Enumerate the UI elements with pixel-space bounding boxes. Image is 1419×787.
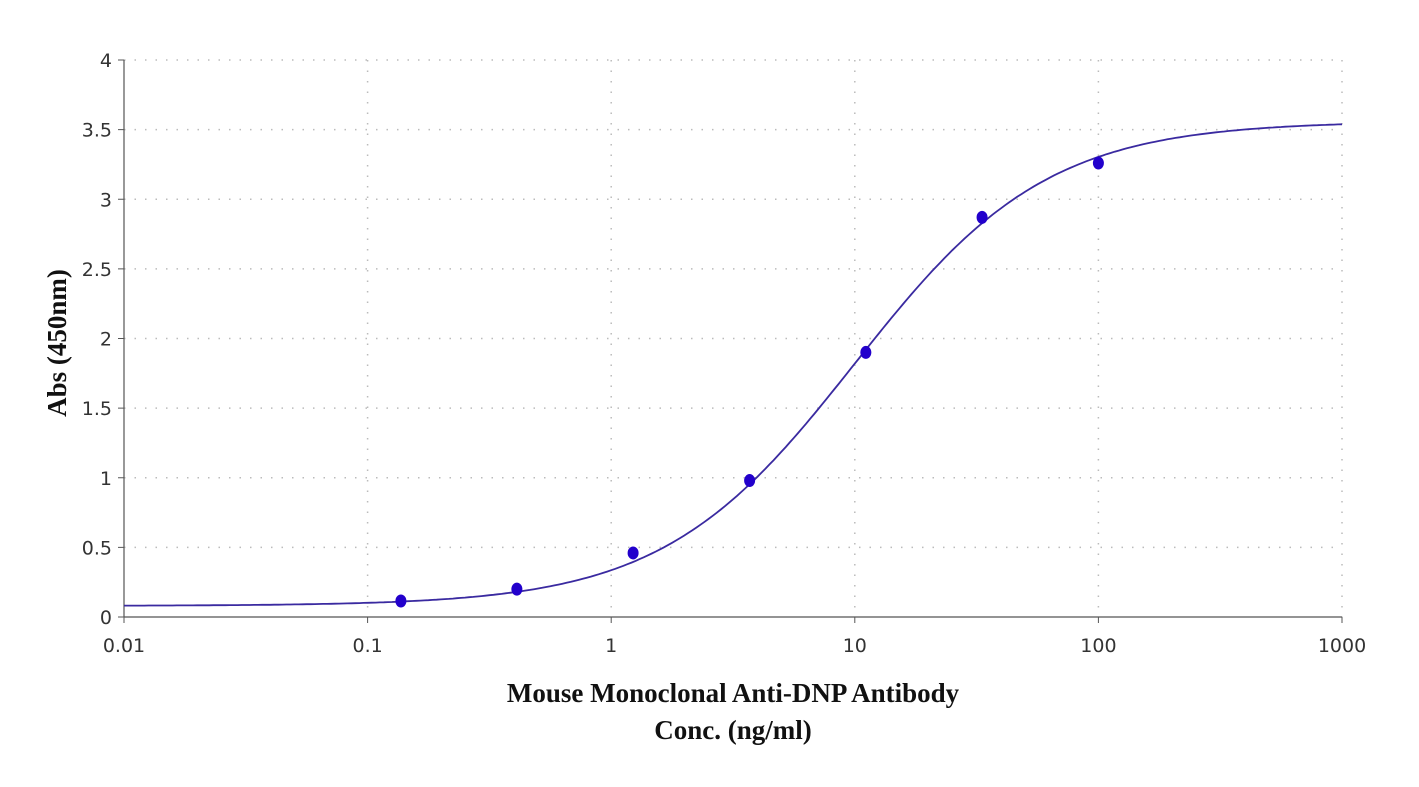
y-axis-label: Abs (450nm): [42, 269, 72, 417]
y-tick-label: 1: [100, 468, 112, 490]
data-point: [627, 546, 639, 560]
fit-curve-group: [124, 123, 1343, 607]
data-point: [976, 210, 988, 224]
data-point: [511, 582, 523, 596]
y-tick-label: 0.5: [82, 537, 112, 559]
x-tick-label: 0.1: [352, 635, 382, 657]
x-tick-label: 0.01: [103, 635, 145, 657]
y-tick-label: 2.5: [82, 259, 112, 281]
fit-curve: [124, 123, 1343, 607]
data-point: [395, 594, 407, 608]
data-point: [744, 474, 756, 488]
y-tick-label: 4: [100, 50, 112, 72]
x-axis-label-line2: Conc. (ng/ml): [654, 715, 812, 745]
x-tick-label: 1: [605, 635, 617, 657]
data-point: [1092, 156, 1104, 170]
data-point: [860, 345, 872, 359]
grid: [124, 59, 1343, 617]
x-axis-ticks: 0.01 0.1 1 10 100 1000: [103, 617, 1366, 657]
y-tick-label: 0: [100, 607, 112, 629]
y-tick-label: 2: [100, 329, 112, 351]
y-tick-label: 3: [100, 189, 112, 211]
x-tick-label: 100: [1080, 635, 1116, 657]
x-tick-label: 10: [843, 635, 867, 657]
data-points: [395, 156, 1104, 608]
y-axis-ticks: 0 0.5 1 1.5 2 2.5 3 3.5 4: [82, 50, 124, 629]
x-tick-label: 1000: [1318, 635, 1366, 657]
x-axis-label-line1: Mouse Monoclonal Anti-DNP Antibody: [507, 678, 960, 708]
y-tick-label: 3.5: [82, 120, 112, 142]
y-tick-label: 1.5: [82, 398, 112, 420]
